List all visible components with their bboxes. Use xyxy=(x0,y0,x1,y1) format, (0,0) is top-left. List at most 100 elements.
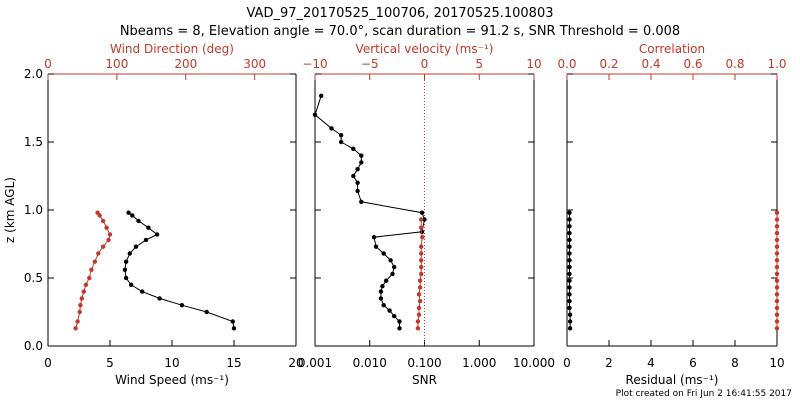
x-tick-label-top: 0.0 xyxy=(557,57,576,71)
x-tick-label-top: 10 xyxy=(526,57,541,71)
x-tick-label-bottom: 1.000 xyxy=(462,356,496,370)
y-axis-label: z (km AGL) xyxy=(3,177,17,243)
x-axis-label-bottom: SNR xyxy=(412,373,437,387)
data-point xyxy=(774,271,780,277)
x-tick-label-top: 0 xyxy=(421,57,429,71)
data-point xyxy=(417,285,423,290)
x-tick-label-top: 300 xyxy=(243,57,266,71)
data-point xyxy=(419,225,424,230)
data-point xyxy=(387,308,392,313)
data-point xyxy=(89,267,94,272)
data-point xyxy=(774,210,780,215)
data-point xyxy=(329,126,334,131)
data-point xyxy=(567,230,572,236)
data-point xyxy=(419,271,424,277)
x-axis-label-bottom: Wind Speed (ms⁻¹) xyxy=(115,373,229,387)
x-tick-label-top: −5 xyxy=(361,57,379,71)
data-point xyxy=(419,251,424,256)
x-tick-label-bottom: 6 xyxy=(689,356,697,370)
data-point xyxy=(359,153,364,158)
data-point xyxy=(319,93,324,99)
data-point xyxy=(381,303,386,308)
x-tick-label-top: 0.2 xyxy=(599,57,618,71)
data-point xyxy=(130,213,135,218)
data-point xyxy=(392,264,397,270)
data-point xyxy=(774,305,780,311)
x-tick-label-bottom: 5 xyxy=(106,356,114,370)
data-point xyxy=(774,312,780,317)
data-point xyxy=(774,292,780,297)
x-tick-label-bottom: 10.000 xyxy=(513,356,555,370)
x-tick-label-bottom: 0 xyxy=(563,356,571,370)
data-point xyxy=(774,224,780,229)
data-point xyxy=(415,326,421,331)
data-point xyxy=(774,251,780,256)
data-point xyxy=(390,271,395,277)
series-line xyxy=(569,212,571,329)
residual-panel: 0 2 4 6 8 10 Residual (ms⁻¹) 0.0 0.2 0.4 0.6 0.8 1.0… xyxy=(557,42,786,387)
x-tick-label-top: 0 xyxy=(44,57,52,71)
data-point xyxy=(774,230,780,236)
data-point xyxy=(416,305,422,311)
data-point xyxy=(81,289,87,294)
data-point xyxy=(567,312,573,317)
x-tick-label-bottom: 0.001 xyxy=(298,356,332,370)
data-point xyxy=(397,326,402,331)
x-tick-label-bottom: 20 xyxy=(288,356,303,370)
data-point xyxy=(338,133,344,138)
x-tick-label-top: 0.4 xyxy=(641,57,660,71)
data-point xyxy=(378,289,384,294)
wind-panel: 0.0 0.5 1.0 1.5 2.0 z (km AGL) 0 5 10 15 20 Wind Sp… xyxy=(3,42,304,387)
data-point xyxy=(92,259,98,264)
x-axis-label-top: Wind Direction (deg) xyxy=(110,42,234,56)
data-point xyxy=(123,275,129,281)
figure-title: VAD_97_20170525_100706, 20170525.100803 xyxy=(247,6,554,21)
series-line xyxy=(124,212,235,329)
data-point xyxy=(422,217,427,222)
data-point xyxy=(133,244,139,249)
x-tick-label-bottom: 2 xyxy=(605,356,613,370)
x-tick-label-top: −10 xyxy=(302,57,327,71)
x-tick-label-bottom: 10 xyxy=(164,356,179,370)
figure-subtitle: Nbeams = 8, Elevation angle = 70.0°, sca… xyxy=(120,24,680,39)
data-point xyxy=(351,146,356,151)
data-point xyxy=(123,259,129,264)
data-point xyxy=(567,292,572,297)
data-point xyxy=(567,271,572,277)
data-point xyxy=(359,160,364,165)
data-point xyxy=(774,298,780,304)
data-point xyxy=(419,217,424,222)
data-point xyxy=(567,210,572,215)
data-point xyxy=(140,289,145,294)
data-point xyxy=(419,264,424,270)
x-tick-label-top: 0.6 xyxy=(683,57,702,71)
data-point xyxy=(774,278,780,283)
data-point xyxy=(77,309,82,315)
data-point xyxy=(774,264,780,270)
data-point xyxy=(567,224,572,229)
data-point xyxy=(417,298,423,304)
x-tick-label-bottom: 4 xyxy=(647,356,655,370)
data-point xyxy=(416,292,422,297)
x-tick-label-top: 100 xyxy=(105,57,128,71)
x-tick-label-bottom: 0.100 xyxy=(407,356,441,370)
x-tick-label-bottom: 10 xyxy=(769,356,784,370)
data-point xyxy=(154,232,160,237)
data-point xyxy=(774,319,780,324)
data-point xyxy=(83,282,89,287)
y-tick-label: 0.5 xyxy=(24,271,43,285)
data-point xyxy=(420,235,425,240)
x-tick-label-top: 0.8 xyxy=(725,57,744,71)
data-point xyxy=(179,303,185,308)
data-point xyxy=(567,305,572,311)
data-point xyxy=(567,319,573,324)
data-point xyxy=(567,217,572,222)
data-point xyxy=(143,237,149,243)
data-point xyxy=(96,251,101,256)
data-point xyxy=(415,319,421,324)
x-tick-label-top: 1.0 xyxy=(767,57,786,71)
data-point xyxy=(416,312,422,317)
data-point xyxy=(567,258,572,263)
data-point xyxy=(122,267,128,272)
